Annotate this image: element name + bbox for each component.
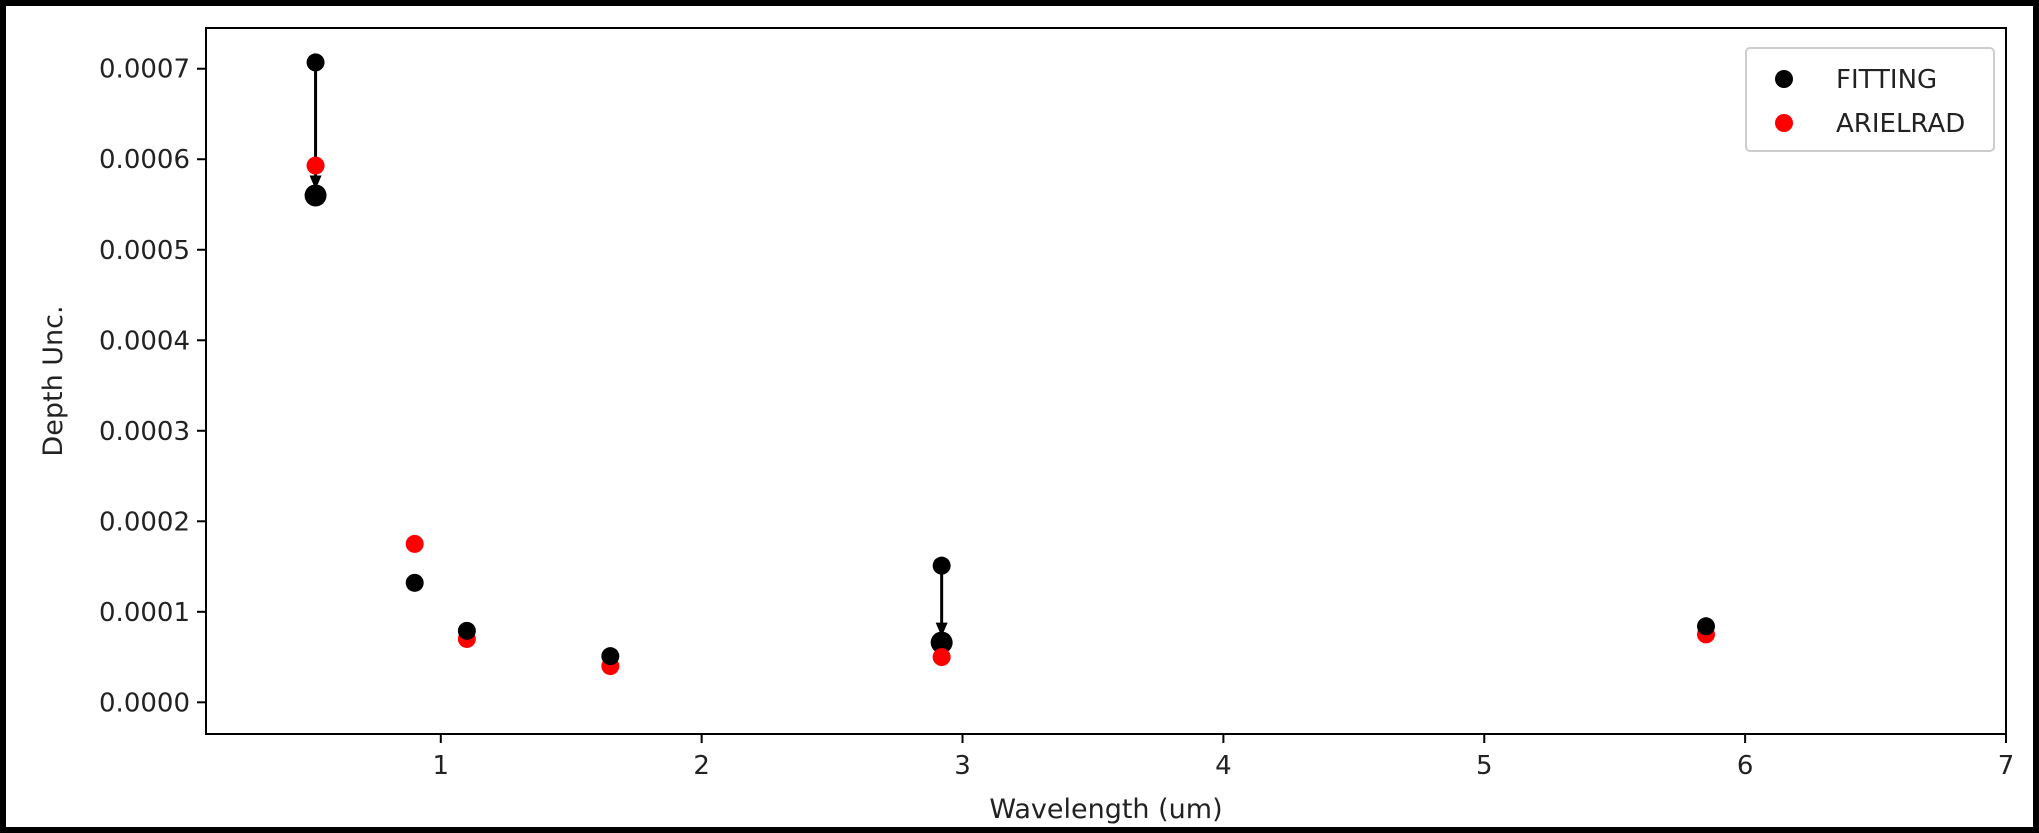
arrow-target-point	[304, 184, 327, 207]
y-tick-label: 0.0006	[99, 145, 190, 175]
x-tick-label: 1	[433, 751, 450, 781]
data-points	[306, 53, 1715, 676]
y-tick-label: 0.0004	[99, 326, 190, 356]
scatter-chart: 0.0000 0.0001 0.0002 0.0003 0.0004 0.0005 0.00…	[38, 27, 2015, 825]
arrow-head	[935, 622, 948, 637]
legend-marker-fitting	[1775, 70, 1793, 88]
y-axis: 0.0000 0.0001 0.0002 0.0003 0.0004 0.0005 0.00…	[99, 55, 206, 718]
data-point-arielrad	[405, 534, 424, 553]
y-tick-label: 0.0002	[99, 507, 190, 537]
arrow-head	[309, 175, 322, 190]
x-axis: 1 2 3 4 5 6 7	[433, 734, 2015, 781]
y-tick-label: 0.0003	[99, 417, 190, 447]
legend-marker-arielrad	[1775, 114, 1793, 132]
legend-label-fitting: FITTING	[1836, 65, 1937, 95]
x-tick-label: 4	[1215, 751, 1232, 781]
y-tick-label: 0.0005	[99, 236, 190, 266]
data-point-fitting	[457, 621, 476, 640]
data-point-arielrad	[306, 156, 325, 175]
arrow-target-point	[930, 631, 953, 654]
plot-area	[205, 27, 2007, 735]
x-tick-label: 7	[1998, 751, 2015, 781]
x-tick-label: 5	[1476, 751, 1493, 781]
x-tick-label: 2	[693, 751, 710, 781]
x-axis-label: Wavelength (um)	[989, 794, 1222, 825]
x-tick-label: 6	[1737, 751, 1754, 781]
data-point-arielrad	[932, 648, 951, 667]
data-point-fitting	[932, 556, 951, 575]
legend-box	[1745, 47, 1995, 152]
legend-label-arielrad: ARIELRAD	[1836, 109, 1965, 139]
data-point-fitting	[1697, 617, 1715, 636]
y-tick-label: 0.0007	[99, 55, 190, 85]
y-axis-label: Depth Unc.	[38, 305, 69, 456]
data-point-fitting	[306, 53, 325, 72]
data-point-fitting	[601, 647, 620, 666]
x-tick-label: 3	[954, 751, 971, 781]
data-point-fitting	[405, 573, 424, 592]
legend: FITTING ARIELRAD	[1745, 47, 1995, 152]
y-tick-label: 0.0000	[99, 688, 190, 718]
y-tick-label: 0.0001	[99, 598, 190, 628]
